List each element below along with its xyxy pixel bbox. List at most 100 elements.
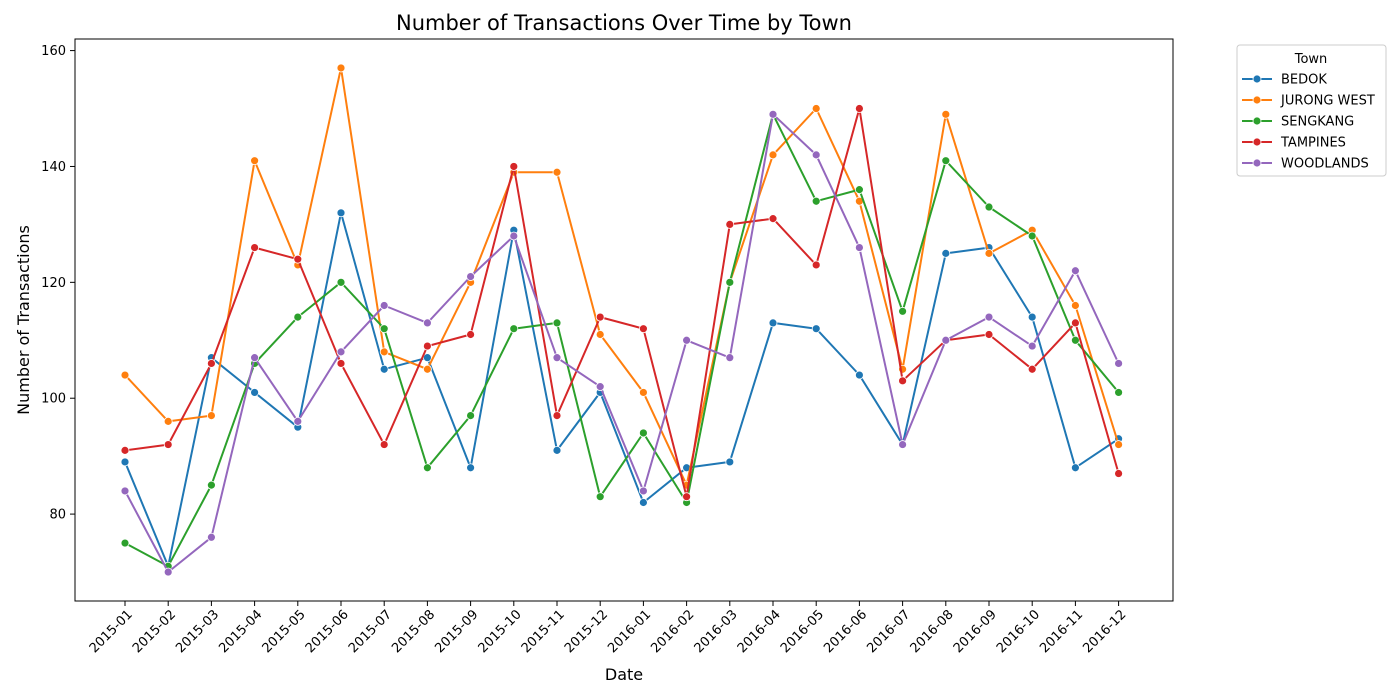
x-tick-label: 2015-08 (389, 607, 438, 656)
series-bedok (120, 208, 1123, 571)
legend-label: SENGKANG (1281, 115, 1354, 130)
data-point (984, 202, 994, 212)
data-point (206, 411, 216, 420)
legend-label: BEDOK (1281, 73, 1327, 88)
x-tick-label: 2015-09 (432, 607, 481, 656)
data-point (120, 538, 130, 548)
data-point (811, 104, 821, 113)
x-tick-label: 2015-12 (562, 607, 611, 656)
data-point (941, 156, 951, 166)
series-line (124, 113, 1120, 568)
data-point (725, 353, 735, 363)
data-point (1027, 364, 1037, 374)
legend-item: TAMPINES (1242, 136, 1346, 151)
data-point (466, 411, 476, 420)
data-point (422, 364, 432, 374)
x-tick-label: 2016-09 (951, 607, 1000, 656)
data-point (898, 306, 907, 316)
data-point (250, 156, 260, 166)
series-jurong-west (120, 63, 1123, 490)
legend-item: SENGKANG (1242, 115, 1354, 130)
data-point (250, 353, 260, 363)
data-point (120, 445, 130, 455)
data-point (293, 254, 303, 264)
x-tick-label: 2016-06 (821, 607, 870, 656)
data-point (855, 104, 864, 113)
x-tick-label: 2016-08 (908, 607, 957, 656)
data-point (725, 457, 735, 467)
data-point (422, 341, 432, 351)
data-point (552, 318, 562, 328)
x-tick-label: 2015-01 (87, 607, 136, 656)
data-point (941, 109, 951, 119)
data-point (811, 324, 821, 334)
data-point (984, 330, 994, 339)
y-tick-label: 100 (41, 392, 66, 407)
x-tick-label: 2015-03 (173, 607, 222, 656)
data-point (379, 324, 389, 334)
data-point (1114, 359, 1123, 368)
data-point (768, 150, 778, 160)
data-point (984, 248, 994, 258)
legend-items: BEDOK JURONG WEST SENGKANG TAMPINES WOODLAND… (1242, 73, 1375, 172)
legend-swatch-marker (1252, 116, 1262, 126)
data-point (1071, 301, 1080, 310)
data-point (509, 324, 519, 334)
data-point (855, 185, 864, 195)
data-point (163, 416, 173, 426)
data-point (336, 63, 346, 73)
data-point (682, 335, 691, 345)
y-tick-label: 160 (41, 44, 66, 59)
legend-swatch-marker (1252, 95, 1262, 105)
data-point (336, 347, 346, 357)
legend-swatch-marker (1252, 158, 1262, 168)
data-point (250, 243, 260, 252)
legend: Town BEDOK JURONG WEST SENGKANG TAMPINES WOO… (1236, 44, 1387, 177)
data-point (941, 248, 951, 258)
data-point (1071, 335, 1080, 345)
data-point (725, 277, 735, 287)
data-point (811, 260, 821, 270)
data-point (1071, 266, 1080, 276)
data-point (379, 440, 389, 449)
data-point (811, 150, 821, 160)
data-point (379, 364, 389, 374)
y-axis: 80 100 120 140 160 (41, 44, 75, 523)
x-tick-label: 2016-04 (735, 607, 784, 656)
y-axis-title: Number of Transactions (14, 225, 33, 415)
data-point (1114, 388, 1123, 397)
data-point (768, 318, 778, 328)
data-point (595, 312, 605, 322)
series-tampines (120, 104, 1123, 502)
data-point (855, 370, 864, 380)
data-point (379, 301, 389, 310)
data-point (811, 196, 821, 206)
data-point (552, 445, 562, 455)
data-point (336, 208, 346, 218)
legend-item: JURONG WEST (1242, 94, 1375, 109)
data-point (552, 411, 562, 420)
data-point (466, 463, 476, 473)
data-point (120, 486, 130, 496)
y-tick-label: 120 (41, 276, 66, 291)
plot-area (74, 38, 1174, 602)
legend-label: JURONG WEST (1280, 94, 1375, 109)
data-point (768, 214, 778, 224)
data-point (1114, 469, 1123, 478)
x-tick-label: 2016-05 (778, 607, 827, 656)
data-point (898, 440, 907, 449)
x-tick-label: 2016-11 (1037, 607, 1086, 656)
data-point (509, 231, 519, 241)
data-point (466, 272, 476, 281)
legend-title: Town (1294, 52, 1328, 67)
data-point (206, 359, 216, 368)
x-tick-label: 2015-06 (303, 607, 352, 656)
data-point (552, 167, 562, 177)
data-point (639, 428, 648, 438)
data-point (163, 567, 173, 577)
data-point (120, 457, 130, 467)
data-point (163, 440, 173, 449)
data-point (293, 312, 303, 322)
data-point (509, 162, 519, 171)
x-axis-title: Date (605, 665, 643, 684)
